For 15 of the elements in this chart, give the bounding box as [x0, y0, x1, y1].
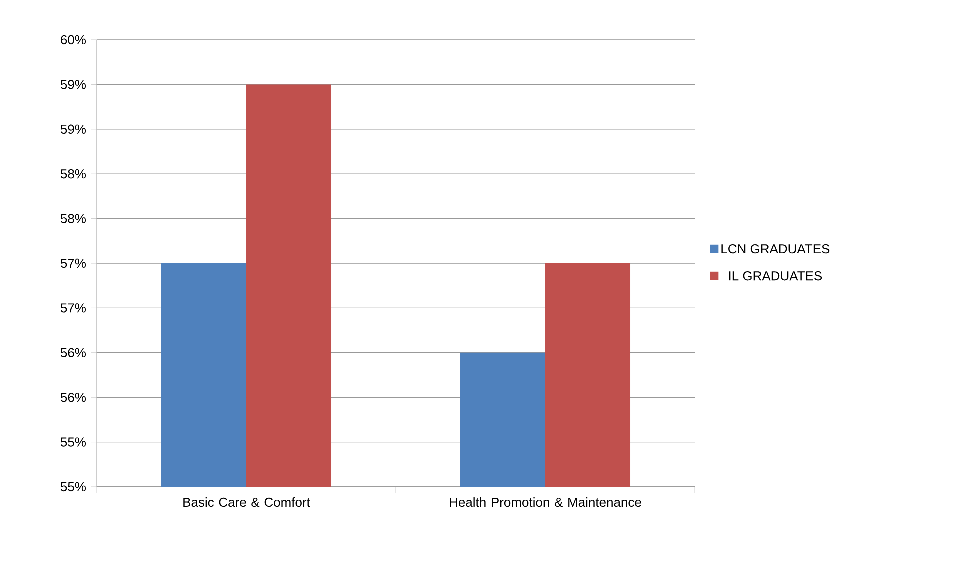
- y-tick-label: 56%: [60, 348, 86, 358]
- y-tick-label: 55%: [60, 482, 86, 492]
- y-tick-label: 56%: [60, 392, 86, 402]
- x-tick-label: Basic Care & Comfort: [184, 498, 310, 508]
- legend-label: IL GRADUATES: [729, 271, 822, 281]
- legend-label: LCN GRADUATES: [722, 244, 830, 254]
- y-tick-label: 58%: [60, 169, 86, 179]
- y-tick-label: 59%: [60, 80, 86, 90]
- x-tick-label: Health Promotion & Maintenance: [450, 498, 642, 508]
- y-tick-label: 57%: [60, 258, 86, 268]
- y-tick-label: 55%: [60, 438, 86, 447]
- y-tick-label: 60%: [61, 35, 86, 45]
- y-tick-label: 57%: [60, 304, 86, 313]
- y-tick-label: 58%: [60, 214, 86, 224]
- y-tick-label: 59%: [60, 124, 86, 134]
